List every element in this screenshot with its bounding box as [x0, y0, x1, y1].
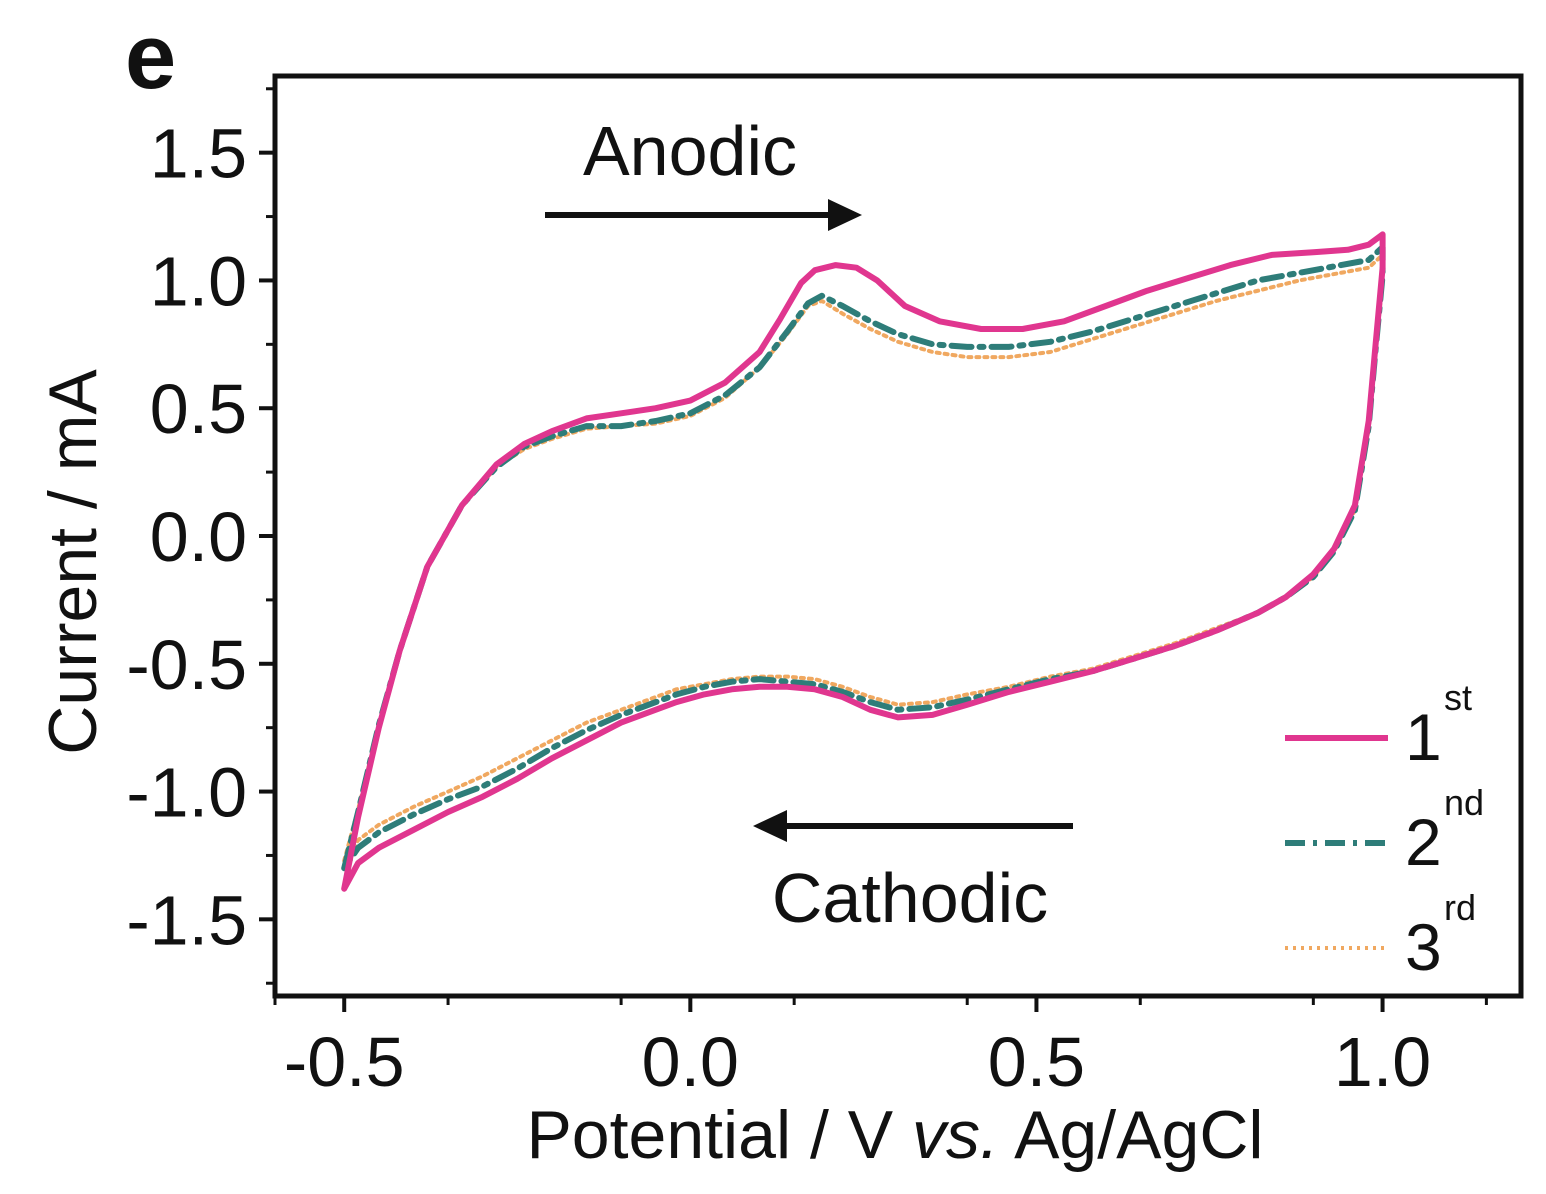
x-axis-title-main: Potential / V [526, 1097, 893, 1173]
legend-label-2: 2 [1405, 805, 1442, 879]
x-tick-label: 0.0 [642, 1023, 739, 1101]
x-tick-label: -0.5 [284, 1023, 405, 1101]
legend: 1st 2nd 3rd [1285, 677, 1484, 984]
axes [272, 73, 1524, 999]
panel-label: e [125, 6, 176, 108]
ticks: -0.5 0.0 0.5 1.0 -1.5 -1.0 -0.5 0.0 0.5 1.0 1.5 [126, 87, 1488, 1101]
cathodic-arrow [753, 810, 1073, 842]
y-tick-label: -0.5 [126, 626, 247, 704]
y-tick-label: 0.5 [150, 370, 247, 448]
annotations: Anodic Cathodic [545, 112, 1073, 937]
legend-label-1: 1 [1405, 700, 1442, 774]
y-tick-label: 1.0 [150, 242, 247, 320]
legend-label-sup-1: st [1444, 677, 1472, 718]
y-tick-label: 0.0 [150, 498, 247, 576]
series-line-2 [341, 244, 1386, 872]
anodic-label: Anodic [583, 112, 797, 190]
legend-label-sup-3: rd [1444, 887, 1476, 928]
plot-frame [272, 73, 1524, 999]
axis-titles: Potential / V vs. Ag/AgCl Current / mA [35, 369, 1264, 1173]
series-lines [341, 231, 1386, 892]
x-tick-label: 0.5 [988, 1023, 1085, 1101]
legend-label-3: 3 [1405, 910, 1442, 984]
y-tick-label: -1.5 [126, 881, 247, 959]
cathodic-label: Cathodic [772, 859, 1048, 937]
x-axis-title: Potential / V vs. Ag/AgCl [526, 1097, 1263, 1173]
y-tick-label: 1.5 [150, 115, 247, 193]
anodic-arrow [545, 199, 862, 231]
y-axis-title: Current / mA [35, 369, 111, 755]
x-axis-title-tail: Ag/AgCl [1014, 1097, 1263, 1173]
y-tick-label: -1.0 [126, 754, 247, 832]
legend-label-sup-2: nd [1444, 782, 1484, 823]
series-line-1 [341, 231, 1386, 892]
x-tick-label: 1.0 [1334, 1023, 1431, 1101]
series-line-3 [342, 252, 1385, 863]
x-axis-title-italic: vs. [912, 1097, 999, 1173]
